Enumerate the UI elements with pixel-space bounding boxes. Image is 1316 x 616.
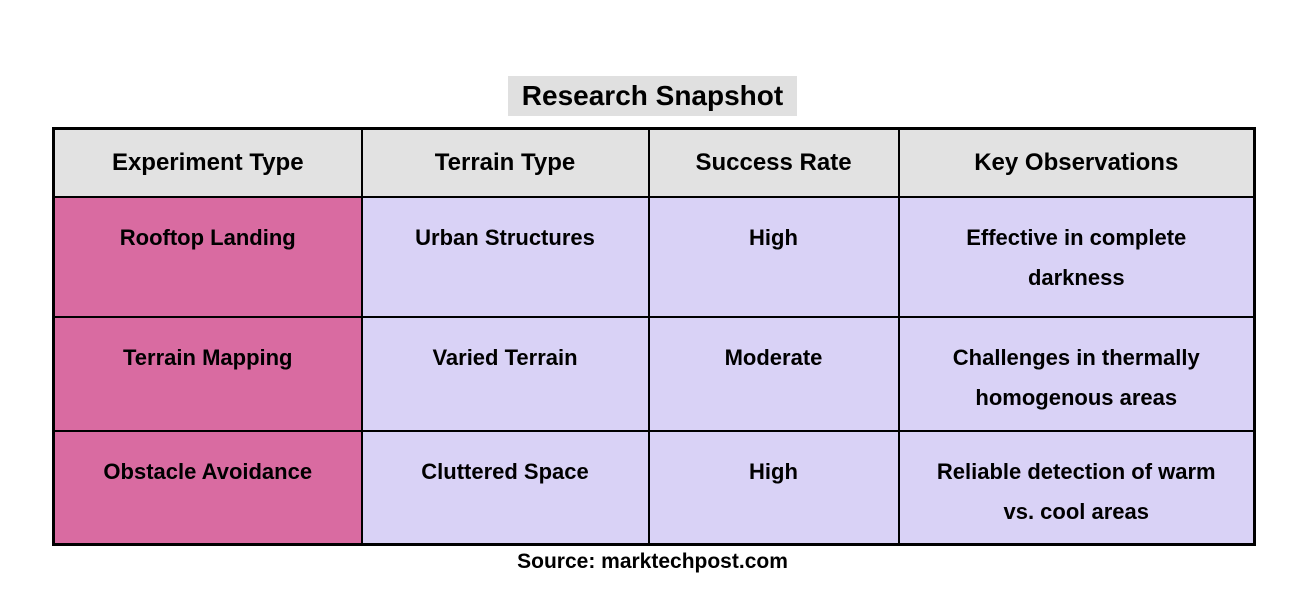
cell-success-rate: High <box>647 196 900 318</box>
header-row: Experiment Type Terrain Type Success Rat… <box>52 127 1256 198</box>
cell-terrain-type: Varied Terrain <box>360 316 650 432</box>
header-cell-experiment-type: Experiment Type <box>52 127 363 198</box>
research-snapshot-table: Experiment Type Terrain Type Success Rat… <box>52 127 1256 546</box>
header-cell-key-observations: Key Observations <box>897 127 1256 198</box>
table-header: Experiment Type Terrain Type Success Rat… <box>52 127 1256 198</box>
table-row: Obstacle Avoidance Cluttered Space High … <box>52 430 1256 545</box>
table-row: Terrain Mapping Varied Terrain Moderate … <box>52 316 1256 432</box>
cell-key-observations: Effective in complete darkness <box>897 196 1256 318</box>
cell-success-rate: Moderate <box>647 316 900 432</box>
title-bar: Research Snapshot <box>52 76 1253 116</box>
cell-terrain-type: Cluttered Space <box>360 430 650 545</box>
page-title: Research Snapshot <box>507 76 798 116</box>
cell-experiment-type: Rooftop Landing <box>52 196 363 318</box>
cell-terrain-type: Urban Structures <box>360 196 650 318</box>
cell-key-observations: Challenges in thermally homogenous areas <box>897 316 1256 432</box>
cell-experiment-type: Terrain Mapping <box>52 316 363 432</box>
cell-success-rate: High <box>647 430 900 545</box>
table-row: Rooftop Landing Urban Structures High Ef… <box>52 196 1256 318</box>
source-credit: Source: marktechpost.com <box>517 550 788 573</box>
cell-experiment-type: Obstacle Avoidance <box>52 430 363 545</box>
cell-key-observations: Reliable detection of warm vs. cool area… <box>897 430 1256 545</box>
header-cell-success-rate: Success Rate <box>647 127 900 198</box>
header-cell-terrain-type: Terrain Type <box>360 127 650 198</box>
table-body: Rooftop Landing Urban Structures High Ef… <box>52 196 1256 545</box>
